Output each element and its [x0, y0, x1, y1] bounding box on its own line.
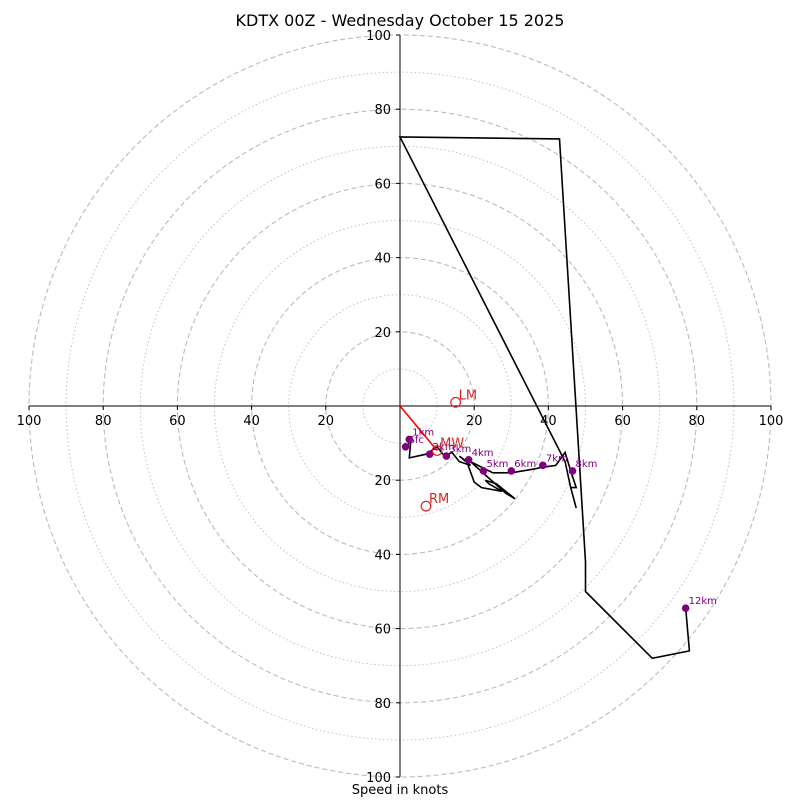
- height-marker-label: 2km: [433, 442, 455, 453]
- x-tick-label: 20: [466, 414, 483, 429]
- storm-motion-label: MW: [440, 437, 464, 452]
- x-tick-label: 40: [540, 414, 557, 429]
- height-marker-point: [568, 467, 577, 475]
- storm-motion-label: LM: [459, 388, 477, 403]
- x-axis-label: Speed in knots: [351, 783, 449, 798]
- x-tick-label: 80: [689, 414, 706, 429]
- x-tick-label: 60: [169, 414, 186, 429]
- height-marker-point: [401, 443, 410, 451]
- height-marker-point: [405, 435, 414, 444]
- height-marker-label: 8km: [576, 459, 598, 470]
- y-tick-label: 100: [366, 29, 391, 44]
- height-marker-point: [425, 450, 434, 459]
- height-marker-point: [507, 467, 516, 475]
- x-tick-label: 20: [318, 414, 335, 429]
- height-marker-point: [464, 455, 473, 464]
- y-tick-label: 20: [374, 326, 391, 341]
- storm-motion-point: [431, 445, 443, 456]
- height-marker-label: 5km: [486, 459, 508, 470]
- height-marker-point: [681, 604, 690, 612]
- height-marker-label: 12km: [689, 596, 717, 607]
- chart-title: KDTX 00Z - Wednesday October 15 2025: [235, 11, 565, 30]
- x-tick-label: 100: [17, 414, 42, 429]
- y-tick-label: 20: [374, 474, 391, 489]
- height-marker-point: [539, 461, 547, 470]
- y-tick-label: 60: [374, 177, 391, 192]
- height-marker-label: 6km: [514, 459, 536, 470]
- mean-wind-vector: [399, 405, 438, 452]
- x-tick-label: 100: [759, 414, 784, 429]
- y-tick-label: 80: [374, 103, 391, 118]
- storm-motion-label: RM: [429, 492, 449, 507]
- storm-motion-point: [420, 500, 432, 512]
- y-tick-label: 100: [366, 771, 391, 786]
- y-tick-label: 80: [374, 697, 391, 712]
- y-tick-label: 40: [374, 548, 391, 563]
- height-marker-label: Sfc: [409, 435, 424, 446]
- storm-motion-point: [450, 396, 462, 408]
- height-marker-label: 1km: [412, 427, 434, 438]
- hodograph-trace: [398, 136, 691, 660]
- y-tick-label: 40: [374, 252, 391, 267]
- x-tick-label: 60: [614, 414, 631, 429]
- height-marker-point: [442, 452, 451, 460]
- height-marker-point: [479, 467, 488, 475]
- height-marker-label: 3km: [449, 444, 471, 455]
- x-tick-label: 80: [95, 414, 112, 429]
- y-tick-label: 60: [374, 623, 391, 638]
- x-tick-label: 40: [243, 414, 260, 429]
- height-marker-label: 4km: [472, 448, 494, 459]
- height-marker-label: 7km: [546, 453, 568, 464]
